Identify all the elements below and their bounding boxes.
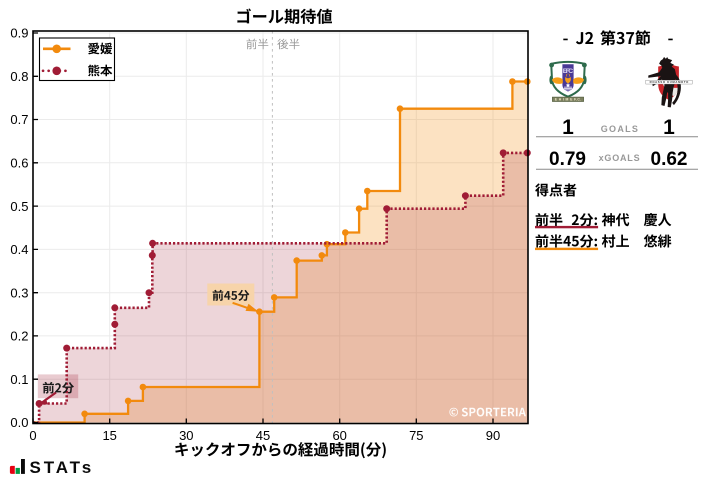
svg-text:0.1: 0.1 — [10, 372, 28, 387]
svg-text:0: 0 — [29, 428, 36, 443]
svg-text:0.5: 0.5 — [10, 199, 28, 214]
svg-text:30: 30 — [179, 428, 193, 443]
svg-text:0.9: 0.9 — [10, 26, 28, 41]
svg-text:0.4: 0.4 — [10, 242, 28, 257]
svg-text:0.0: 0.0 — [10, 415, 28, 430]
svg-text:STATs: STATs — [30, 458, 95, 477]
svg-text:GOALS: GOALS — [601, 124, 640, 134]
svg-text:60: 60 — [332, 428, 346, 443]
svg-text:0.62: 0.62 — [651, 149, 688, 170]
svg-text:75: 75 — [409, 428, 423, 443]
svg-text:15: 15 — [102, 428, 116, 443]
svg-text:0.7: 0.7 — [10, 112, 28, 127]
svg-text:1: 1 — [663, 116, 675, 139]
svg-text:90: 90 — [486, 428, 500, 443]
svg-text:0.2: 0.2 — [10, 329, 28, 344]
svg-text:xGOALS: xGOALS — [599, 153, 641, 163]
svg-text:1: 1 — [562, 116, 574, 139]
svg-text:ROASSO KUMAMOTO: ROASSO KUMAMOTO — [650, 80, 690, 84]
svg-text:0.79: 0.79 — [549, 149, 586, 170]
svg-text:0.6: 0.6 — [10, 156, 28, 171]
svg-text:0.8: 0.8 — [10, 69, 28, 84]
svg-text:0.3: 0.3 — [10, 285, 28, 300]
svg-text:EFC: EFC — [563, 68, 573, 75]
svg-text:E H I M E F.C.: E H I M E F.C. — [555, 98, 581, 102]
svg-text:45: 45 — [256, 428, 270, 443]
